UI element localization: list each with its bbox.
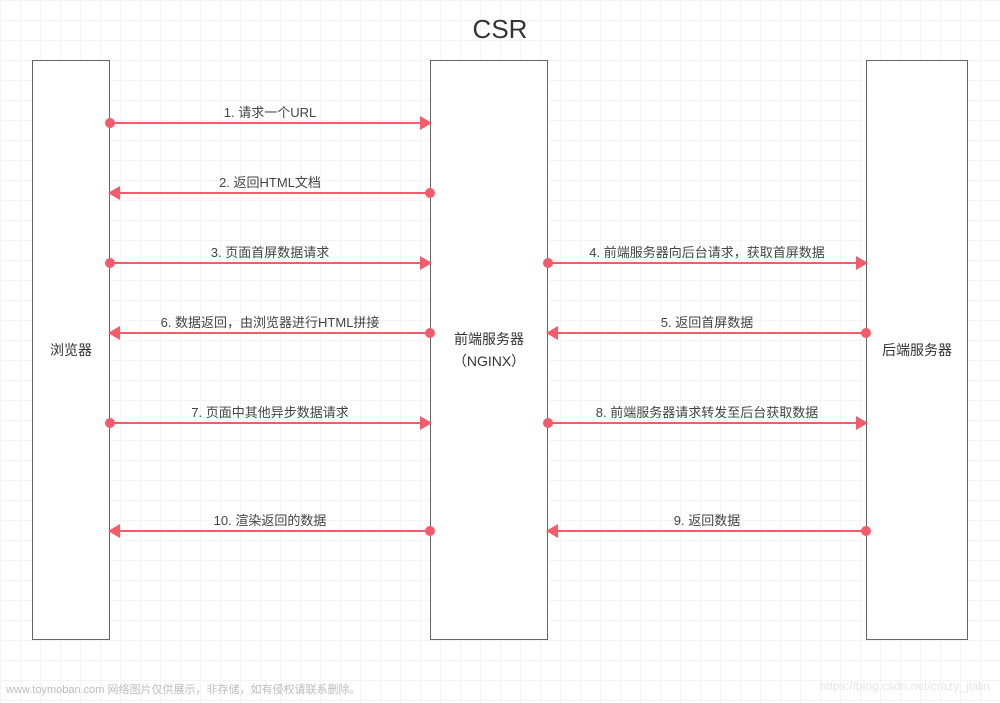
watermark-left: www.toymoban.com 网络图片仅供展示，非存储，如有侵权请联系删除。 <box>6 681 360 697</box>
message-arrow-3 <box>110 262 430 264</box>
message-label-10: 10. 渲染返回的数据 <box>214 510 327 529</box>
message-arrow-10 <box>110 530 430 532</box>
message-arrow-5 <box>548 332 866 334</box>
message-label-4: 4. 前端服务器向后台请求，获取首屏数据 <box>589 242 824 261</box>
lifeline-backend: 后端服务器 <box>866 60 968 640</box>
watermark-right: https://blog.csdn.net/crazy_jialin <box>820 679 990 693</box>
message-label-9: 9. 返回数据 <box>674 510 740 529</box>
message-label-8: 8. 前端服务器请求转发至后台获取数据 <box>596 402 818 421</box>
message-arrow-4 <box>548 262 866 264</box>
lifeline-browser: 浏览器 <box>32 60 110 640</box>
message-label-2: 2. 返回HTML文档 <box>219 172 321 191</box>
message-arrow-9 <box>548 530 866 532</box>
message-arrow-8 <box>548 422 866 424</box>
message-label-3: 3. 页面首屏数据请求 <box>211 242 329 261</box>
message-arrow-1 <box>110 122 430 124</box>
message-label-6: 6. 数据返回，由浏览器进行HTML拼接 <box>161 312 380 331</box>
message-arrow-2 <box>110 192 430 194</box>
message-label-1: 1. 请求一个URL <box>224 102 316 121</box>
message-label-7: 7. 页面中其他异步数据请求 <box>191 402 348 421</box>
message-arrow-6 <box>110 332 430 334</box>
diagram-title: CSR <box>473 14 528 45</box>
lifeline-frontend: 前端服务器（NGINX） <box>430 60 548 640</box>
message-arrow-7 <box>110 422 430 424</box>
message-label-5: 5. 返回首屏数据 <box>661 312 753 331</box>
